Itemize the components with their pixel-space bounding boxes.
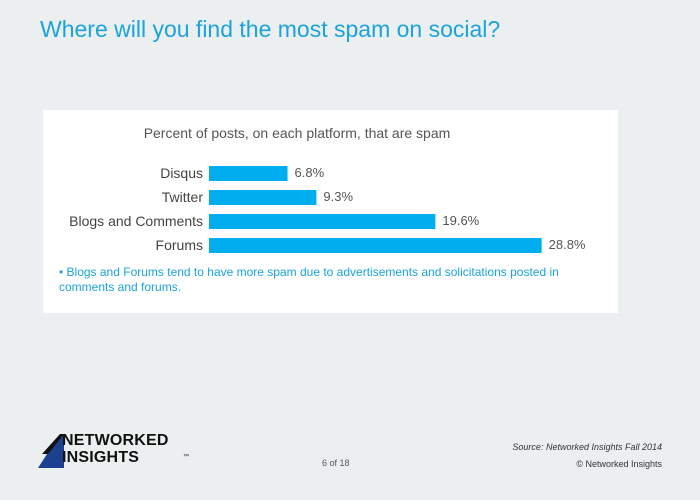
value-label: 9.3% bbox=[323, 189, 353, 204]
value-label: 28.8% bbox=[549, 237, 586, 252]
bar-chart: Percent of posts, on each platform, that… bbox=[69, 125, 586, 253]
page-number: 6 of 18 bbox=[322, 458, 350, 468]
logo-trademark: ™ bbox=[183, 454, 189, 460]
chart-title: Percent of posts, on each platform, that… bbox=[144, 125, 451, 141]
copyright-note: © Networked Insights bbox=[576, 459, 662, 469]
bar-disqus bbox=[209, 166, 288, 181]
slide-title: Where will you find the most spam on soc… bbox=[40, 16, 501, 42]
chart-card: Percent of posts, on each platform, that… bbox=[43, 110, 618, 313]
bar-blogs-and-comments bbox=[209, 214, 436, 229]
bars-group: Disqus 6.8% Twitter 9.3% Blogs and Comments 1… bbox=[69, 165, 586, 253]
value-label: 6.8% bbox=[295, 165, 325, 180]
category-label: Disqus bbox=[160, 165, 203, 181]
category-label: Forums bbox=[156, 237, 203, 253]
networked-insights-logo: NETWORKED INSIGHTS ™ bbox=[38, 432, 189, 472]
category-label: Twitter bbox=[162, 189, 204, 205]
logo-line-2: INSIGHTS bbox=[62, 449, 140, 466]
bar-twitter bbox=[209, 190, 317, 205]
bar-forums bbox=[209, 238, 542, 253]
logo-mark-icon bbox=[38, 434, 64, 468]
logo-line-1: NETWORKED bbox=[62, 432, 169, 449]
source-note: Source: Networked Insights Fall 2014 bbox=[512, 442, 662, 452]
chart-footnote: • Blogs and Forums tend to have more spa… bbox=[59, 265, 559, 294]
value-label: 19.6% bbox=[442, 213, 479, 228]
category-label: Blogs and Comments bbox=[69, 213, 203, 229]
logo-wordmark: NETWORKED INSIGHTS bbox=[62, 432, 169, 466]
